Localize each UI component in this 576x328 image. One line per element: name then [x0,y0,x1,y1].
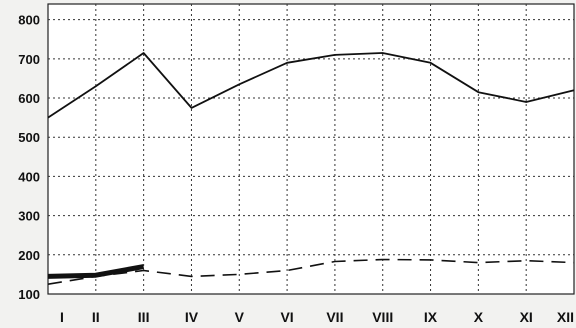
x-tick-label: IV [185,309,199,325]
y-tick-label: 400 [18,169,40,184]
x-tick-label: VIII [372,309,393,325]
grid-lines [48,4,574,294]
x-tick-label: IX [424,309,438,325]
y-tick-label: 500 [18,130,40,145]
series-line-solid [47,52,575,119]
x-tick-label: VII [326,309,343,325]
y-tick-label: 200 [18,248,40,263]
y-tick-label: 100 [18,287,40,302]
x-tick-label: III [138,309,150,325]
y-tick-label: 800 [18,13,40,28]
x-tick-label: XI [520,309,533,325]
series-lines [47,52,575,285]
x-tick-label: VI [280,309,293,325]
x-tick-label: I [60,309,64,325]
x-tick-label: V [235,309,245,325]
y-tick-label: 700 [18,52,40,67]
y-tick-label: 300 [18,209,40,224]
series-line-bold [47,264,145,279]
x-tick-label: X [474,309,484,325]
series-line-dashed [47,258,575,285]
x-tick-label: II [92,309,100,325]
plot-area [47,3,575,295]
y-tick-label: 600 [18,91,40,106]
x-tick-label: XII [557,309,574,325]
